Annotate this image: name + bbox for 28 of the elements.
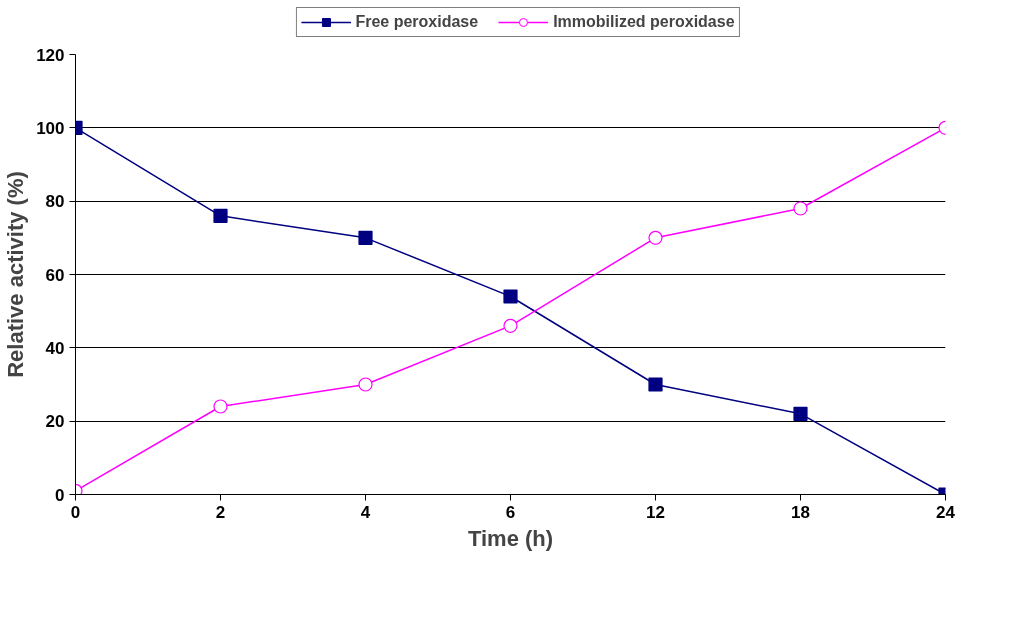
- point: [648, 377, 663, 392]
- point: [503, 318, 518, 333]
- x-tick-label: 12: [646, 502, 665, 522]
- y-tick-label: 0: [55, 485, 65, 505]
- x-tick-label: 18: [791, 502, 810, 522]
- point: [648, 230, 663, 245]
- x-tick-label: 0: [70, 502, 81, 522]
- y-tick-label: 120: [36, 45, 65, 65]
- y-tick-label: 60: [45, 265, 65, 285]
- y-tick-label: 80: [45, 192, 65, 212]
- point: [213, 399, 228, 414]
- legend-label: Immobilized peroxidase: [553, 13, 735, 31]
- x-tick-label: 6: [505, 502, 516, 522]
- point: [213, 208, 228, 223]
- x-tick-label: 24: [936, 502, 956, 522]
- y-tick-label: 100: [36, 118, 65, 138]
- legend-label: Free peroxidase: [355, 13, 479, 31]
- x-tick-label: 2: [215, 502, 226, 522]
- y-tick-label: 20: [45, 412, 65, 432]
- point: [358, 377, 373, 392]
- point: [503, 289, 518, 304]
- x-tick-label: 4: [360, 502, 371, 522]
- point: [793, 201, 808, 216]
- y-tick-label: 40: [45, 338, 65, 358]
- y-axis-title: Relative activity (%): [3, 171, 29, 378]
- point: [793, 406, 808, 421]
- point: [358, 230, 373, 245]
- x-axis-title: Time (h): [467, 525, 554, 551]
